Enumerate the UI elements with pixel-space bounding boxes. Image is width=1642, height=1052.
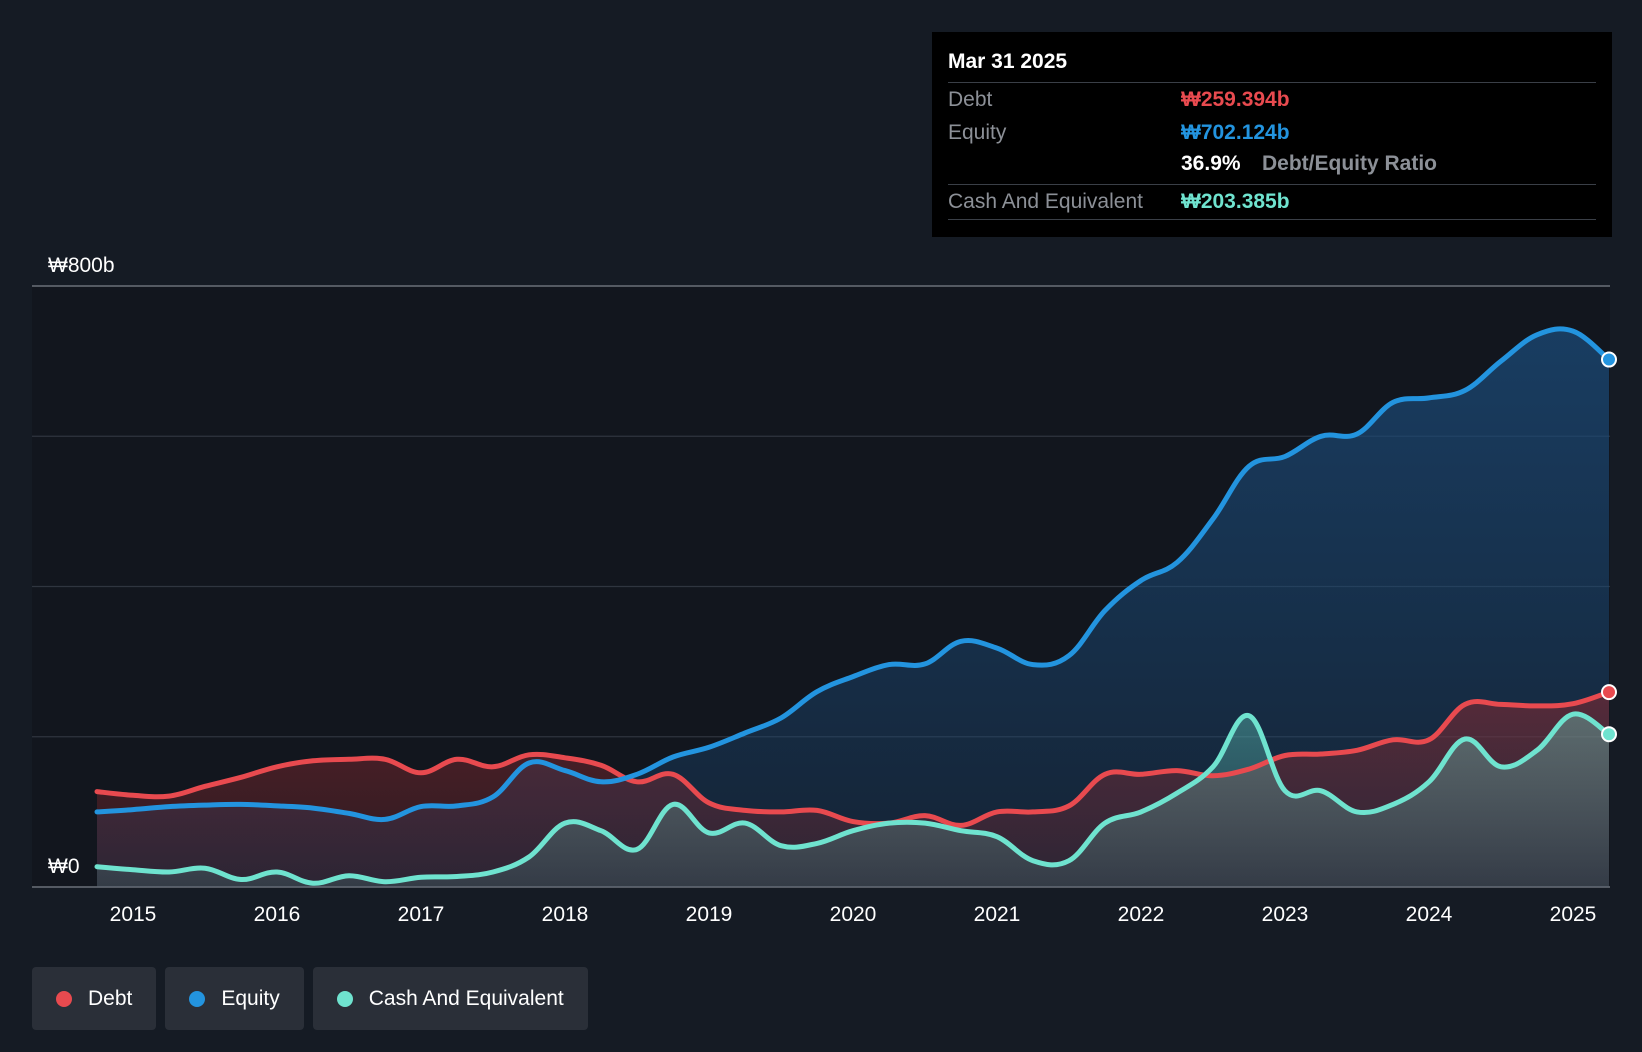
end-marker-debt[interactable]: [1601, 684, 1617, 701]
end-marker-cash-and-equivalent[interactable]: [1601, 726, 1617, 743]
tooltip-cash-row: Cash And Equivalent ₩203.385b: [948, 184, 1596, 220]
y-tick-label: ₩0: [48, 855, 80, 878]
legend-item-debt[interactable]: Debt: [32, 967, 157, 1030]
legend-dot-equity: [189, 990, 206, 1007]
tooltip-debt-row: Debt ₩259.394b: [948, 82, 1596, 117]
x-tick-label: 2023: [1262, 903, 1309, 926]
tooltip-equity-label: Equity: [948, 121, 1007, 144]
tooltip-cash-label: Cash And Equivalent: [948, 190, 1143, 213]
y-tick-label: ₩800b: [48, 254, 115, 277]
x-tick-label: 2022: [1118, 903, 1165, 926]
legend-item-cash[interactable]: Cash And Equivalent: [312, 967, 588, 1030]
chart-legend: Debt Equity Cash And Equivalent: [32, 967, 588, 1030]
tooltip-debt-value: ₩259.394b: [1181, 88, 1290, 111]
legend-dot-debt: [56, 990, 72, 1007]
x-tick-label: 2017: [398, 903, 445, 926]
legend-dot-cash: [336, 990, 353, 1007]
tooltip-ratio-value: 36.9%: [1181, 152, 1241, 175]
tooltip-ratio-label: Debt/Equity Ratio: [1262, 152, 1438, 175]
line-cash-and-equivalent: [94, 711, 1612, 886]
x-tick-label: 2019: [686, 903, 733, 926]
x-tick-label: 2016: [254, 903, 301, 926]
end-marker-equity[interactable]: [1601, 351, 1617, 368]
legend-label-cash: Cash And Equivalent: [368, 986, 564, 1010]
x-tick-label: 2024: [1406, 903, 1453, 926]
area-cash-and-equivalent: [97, 713, 1609, 887]
x-tick-label: 2025: [1550, 903, 1597, 926]
line-equity: [94, 326, 1612, 823]
tooltip-equity-value: ₩702.124b: [1181, 121, 1290, 144]
line-debt: [94, 689, 1612, 828]
x-tick-label: 2020: [830, 903, 877, 926]
x-tick-label: 2015: [110, 903, 157, 926]
legend-item-equity[interactable]: Equity: [165, 967, 304, 1030]
tooltip-date: Mar 31 2025: [948, 50, 1068, 73]
tooltip-equity-row: Equity ₩702.124b: [948, 116, 1596, 150]
legend-label-equity: Equity: [221, 986, 280, 1010]
legend-label-debt: Debt: [88, 986, 133, 1010]
tooltip-debt-label: Debt: [948, 88, 993, 111]
x-tick-label: 2018: [542, 903, 589, 926]
x-tick-label: 2021: [974, 903, 1021, 926]
tooltip-cash-value: ₩203.385b: [1181, 190, 1290, 213]
tooltip-panel: Mar 31 2025 Debt ₩259.394b Equity ₩702.1…: [932, 32, 1612, 237]
